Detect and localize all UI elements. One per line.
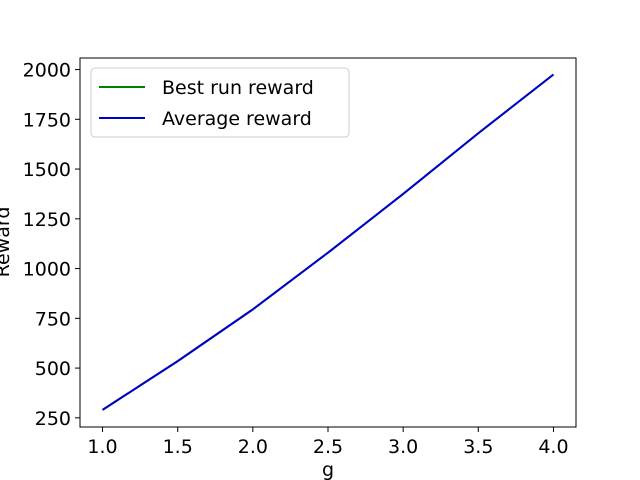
series-layer [102,73,555,411]
x-tick-label: 3.0 [388,436,418,458]
legend-box [90,67,350,138]
y-tick-label: 1000 [23,259,71,281]
x-axis-label: g [322,459,334,480]
x-tick-label: 3.5 [463,436,493,458]
y-tick-label: 1500 [23,159,71,181]
x-tick-label: 1.0 [87,436,117,458]
legend-entry-label: Best run reward [162,77,314,99]
y-tick-label: 500 [35,358,71,380]
x-tick-label: 4.0 [538,436,568,458]
legend-entry-label: Average reward [162,108,312,130]
series-line-average-reward [102,73,555,411]
legend: Best run reward Average reward [90,67,350,138]
y-tick-label: 1750 [23,109,71,131]
y-tick-label: 2000 [23,60,71,82]
x-tick-label: 1.5 [163,436,193,458]
x-axis: 1.0 1.5 2.0 2.5 3.0 3.5 4.0 [87,427,569,458]
y-tick-label: 750 [35,308,71,330]
y-tick-label: 1250 [23,209,71,231]
y-tick-label: 250 [35,408,71,430]
y-axis: 250 500 750 1000 1250 1500 1750 2000 [23,60,80,430]
x-tick-label: 2.0 [238,436,268,458]
y-axis-label: Reward [0,207,14,278]
x-tick-label: 2.5 [313,436,343,458]
